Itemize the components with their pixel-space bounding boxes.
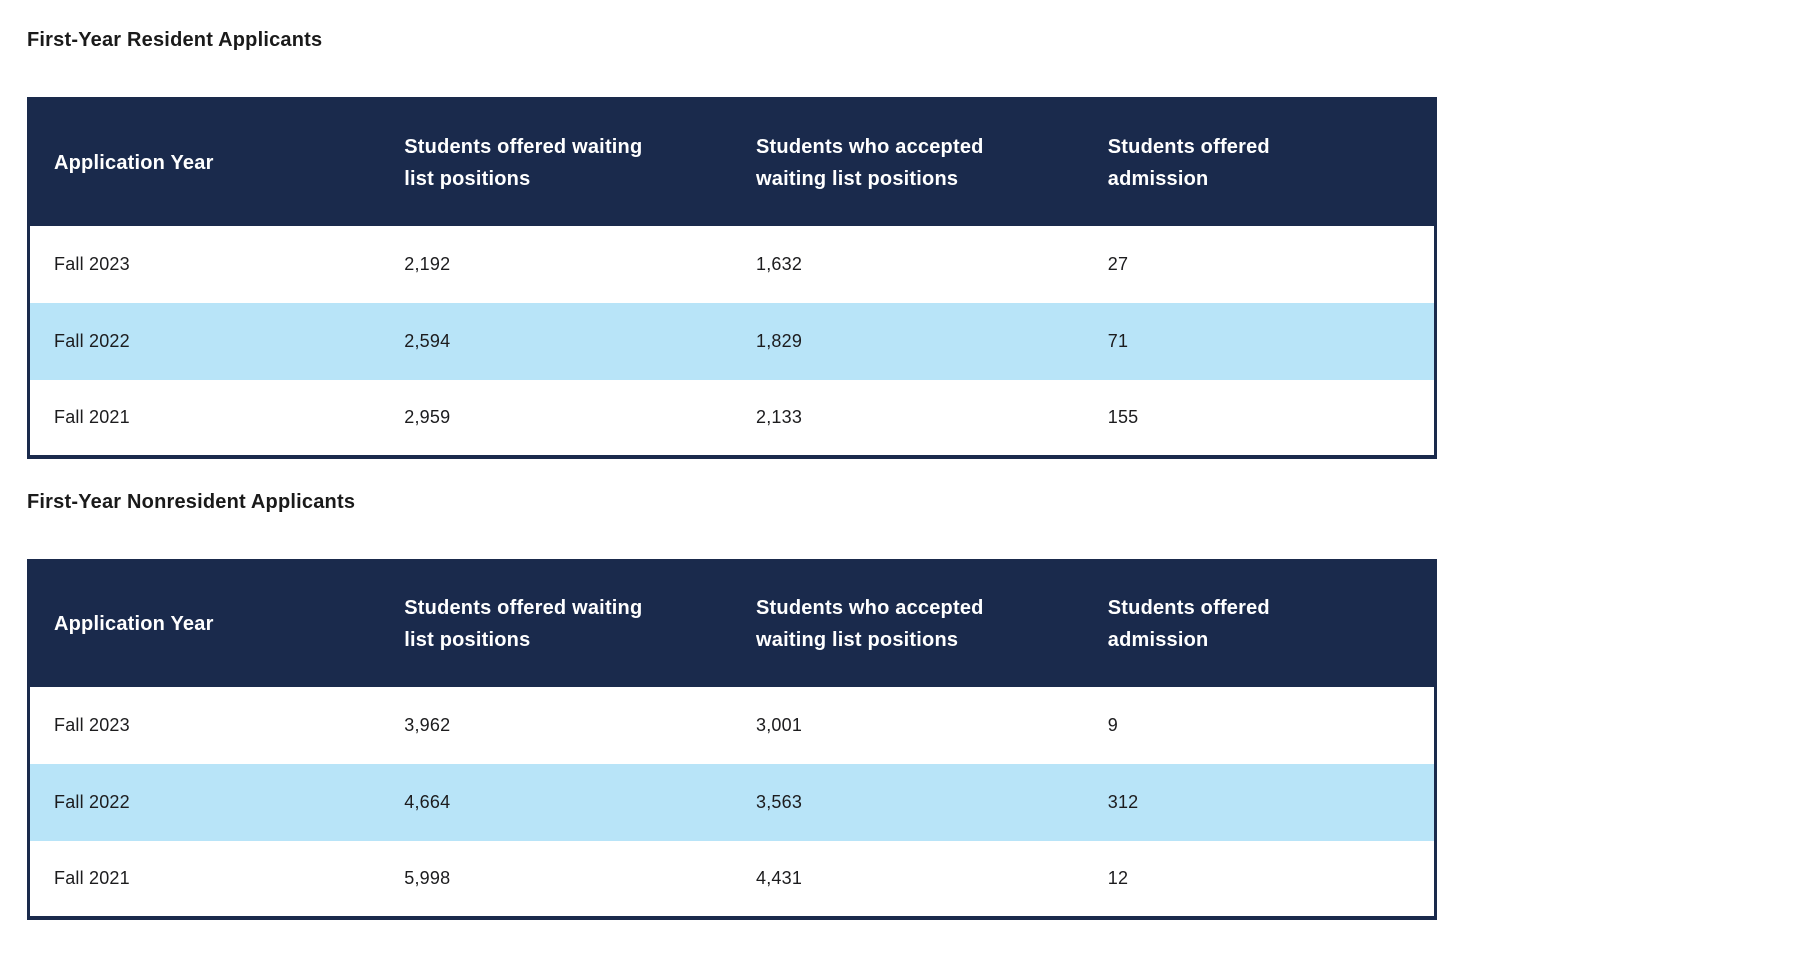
column-header: Students offered admission [1083, 98, 1436, 226]
value-cell: 2,133 [756, 406, 803, 427]
table-row: Fall 2021 2,959 2,133 155 [29, 380, 1436, 457]
header-row: Application Year Students offered waiting… [28, 98, 1436, 226]
value-cell: 2,959 [404, 406, 451, 427]
application-year-cell: Fall 2022 [54, 330, 130, 351]
column-header: Students offered waiting list positions [380, 98, 732, 226]
value-cell: 2,192 [404, 253, 451, 274]
value-cell: 2,594 [404, 330, 451, 351]
value-cell: 312 [1107, 792, 1139, 812]
resident-applicants-section: First-Year Resident Applicants Applicati… [27, 28, 1437, 459]
resident-applicants-table: Application Year Students offered waiting… [27, 97, 1437, 459]
value-cell: 12 [1107, 868, 1129, 888]
value-cell: 5,998 [404, 868, 451, 888]
value-cell: 1,829 [756, 330, 803, 351]
value-cell: 27 [1107, 253, 1129, 274]
table-row: Fall 2023 2,192 1,632 27 [29, 226, 1436, 303]
application-year-cell: Fall 2023 [54, 253, 130, 274]
column-header: Students offered admission [1083, 560, 1436, 687]
table-row: Fall 2021 5,998 4,431 12 [29, 841, 1436, 918]
value-cell: 4,664 [404, 792, 451, 812]
content-area: First-Year Resident Applicants Applicati… [27, 28, 1437, 920]
column-header: Application Year [28, 98, 381, 226]
nonresident-applicants-title: First-Year Nonresident Applicants [27, 490, 356, 513]
column-header: Students who accepted waiting list posit… [732, 560, 1084, 687]
table-row: Fall 2022 2,594 1,829 71 [28, 302, 1436, 380]
table-row: Fall 2022 4,664 3,563 312 [28, 764, 1436, 841]
header-row: Application Year Students offered waiting… [28, 560, 1436, 687]
value-cell: 3,001 [756, 715, 803, 735]
table-row: Fall 2023 3,962 3,001 9 [29, 687, 1436, 764]
value-cell: 3,962 [404, 715, 451, 735]
application-year-cell: Fall 2023 [54, 715, 130, 735]
value-cell: 4,431 [756, 868, 803, 888]
column-header: Application Year [28, 560, 381, 687]
value-cell: 155 [1107, 406, 1139, 427]
resident-applicants-title: First-Year Resident Applicants [27, 29, 323, 51]
nonresident-applicants-table: Application Year Students offered waiting… [27, 558, 1437, 920]
application-year-cell: Fall 2021 [54, 868, 130, 888]
column-header: Students who accepted waiting list posit… [732, 98, 1084, 226]
nonresident-applicants-section: First-Year Nonresident Applicants Applic… [27, 490, 1437, 920]
application-year-cell: Fall 2021 [54, 406, 130, 427]
column-header: Students offered waiting list positions [380, 560, 732, 687]
value-cell: 1,632 [756, 253, 803, 274]
value-cell: 3,563 [756, 792, 803, 812]
value-cell: 9 [1107, 715, 1118, 735]
application-year-cell: Fall 2022 [54, 792, 130, 812]
value-cell: 71 [1107, 330, 1129, 351]
